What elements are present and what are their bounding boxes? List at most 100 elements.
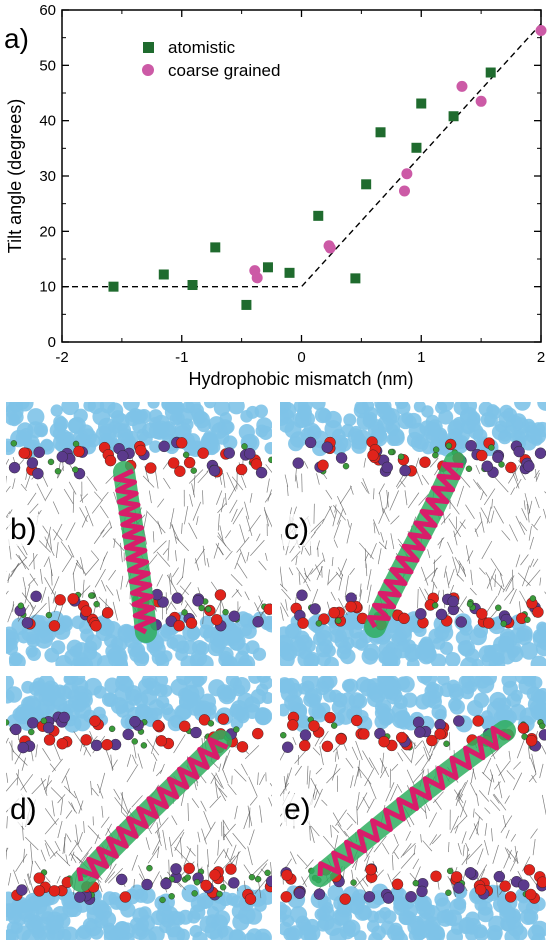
- lipid-tail: [232, 507, 244, 525]
- lipid-tail: [265, 464, 272, 473]
- lipid-tail: [150, 735, 158, 754]
- lipid-tail: [48, 596, 50, 613]
- water-bead: [478, 901, 493, 916]
- lipid-tail: [181, 522, 183, 534]
- lipid-tail: [8, 872, 12, 886]
- lipid-tail: [169, 522, 180, 542]
- lipid-tail: [133, 741, 137, 759]
- lipid-tail: [191, 798, 200, 809]
- lipid-tail: [61, 555, 73, 573]
- head-group-bead: [173, 620, 185, 632]
- head-group-bead: [90, 739, 103, 752]
- lipid-tail: [534, 470, 540, 479]
- head-group-bead: [56, 451, 68, 463]
- lipid-tail: [224, 847, 229, 859]
- lipid-tail: [22, 577, 26, 589]
- head-group-bead: [43, 734, 56, 746]
- lipid-tail: [335, 809, 347, 827]
- lipid-tail: [516, 738, 525, 759]
- water-bead: [104, 677, 121, 694]
- head-group-bead: [104, 454, 117, 467]
- membrane-snapshot-d: [6, 676, 272, 940]
- lipid-tail: [102, 526, 112, 538]
- water-bead: [24, 905, 40, 921]
- lipid-tail: [44, 577, 55, 595]
- lipid-tail: [337, 823, 348, 837]
- lipid-tail: [163, 477, 171, 490]
- lipid-tail: [145, 837, 150, 850]
- lipid-tail: [15, 553, 30, 571]
- water-bead: [182, 402, 195, 414]
- lipid-tail: [152, 753, 158, 762]
- lipid-tail: [314, 789, 318, 801]
- lipid-tail: [515, 515, 526, 535]
- lipid-tail: [283, 775, 287, 791]
- legend: atomistic coarse grained: [142, 38, 280, 80]
- lipid-tail: [504, 847, 512, 860]
- lipid-tail: [232, 832, 247, 850]
- water-bead: [366, 919, 380, 933]
- lipid-tail: [304, 547, 310, 556]
- lipid-tail: [529, 558, 535, 568]
- lipid-tail: [16, 544, 27, 559]
- lipid-tail: [245, 515, 253, 537]
- lipid-tail: [529, 536, 534, 550]
- head-group-bead: [299, 729, 312, 741]
- head-group-bead: [205, 605, 212, 613]
- head-group-bead: [378, 736, 390, 748]
- lipid-tail: [237, 563, 248, 579]
- lipid-tail: [84, 559, 99, 576]
- water-bead: [151, 650, 167, 666]
- lipid-tail: [223, 823, 236, 838]
- lipid-tail: [429, 834, 438, 846]
- lipid-tail: [420, 566, 429, 586]
- water-bead: [435, 897, 451, 913]
- lipid-tail: [244, 745, 260, 760]
- lipid-tail: [169, 508, 175, 530]
- lipid-tail: [530, 828, 538, 839]
- lipid-tail: [133, 878, 135, 888]
- head-group-bead: [432, 452, 439, 459]
- head-group-bead: [6, 719, 10, 726]
- lipid-tail: [44, 536, 55, 557]
- head-group-bead: [435, 608, 448, 621]
- lipid-tail: [156, 822, 161, 839]
- head-group-bead: [21, 617, 34, 629]
- lipid-tail: [419, 586, 428, 603]
- lipid-tail: [285, 599, 288, 611]
- water-bead: [159, 628, 172, 642]
- water-bead: [133, 692, 149, 708]
- lipid-tail: [339, 558, 348, 577]
- atomistic-point: [262, 262, 273, 273]
- head-group-bead: [54, 594, 66, 606]
- water-bead: [141, 676, 158, 690]
- lipid-tail: [481, 771, 492, 782]
- lipid-tail: [453, 815, 468, 830]
- head-group-bead: [157, 596, 169, 608]
- head-group-bead: [217, 713, 230, 725]
- water-bead: [136, 917, 149, 931]
- head-group-bead: [250, 458, 263, 470]
- lipid-tail: [498, 781, 503, 799]
- lipid-tail: [20, 774, 34, 791]
- head-group-bead: [252, 616, 264, 628]
- lipid-tail: [120, 792, 129, 814]
- lipid-tail: [170, 602, 177, 610]
- lipid-tail: [166, 601, 172, 611]
- lipid-tail: [522, 856, 531, 872]
- head-group-bead: [233, 726, 240, 733]
- lipid-tail: [240, 763, 248, 776]
- lipid-tail: [488, 579, 493, 591]
- head-group-bead: [47, 458, 55, 466]
- head-group-bead: [152, 719, 164, 732]
- water-bead: [189, 653, 205, 666]
- lipid-tail: [331, 825, 340, 834]
- lipid-tail: [539, 577, 542, 586]
- lipid-tail: [303, 568, 314, 584]
- atomistic-point: [416, 98, 427, 109]
- lipid-tail: [465, 504, 475, 519]
- lipid-tail: [197, 831, 201, 843]
- y-tick-label: 0: [48, 334, 56, 351]
- lipid-tail: [469, 821, 479, 840]
- water-bead: [472, 428, 488, 444]
